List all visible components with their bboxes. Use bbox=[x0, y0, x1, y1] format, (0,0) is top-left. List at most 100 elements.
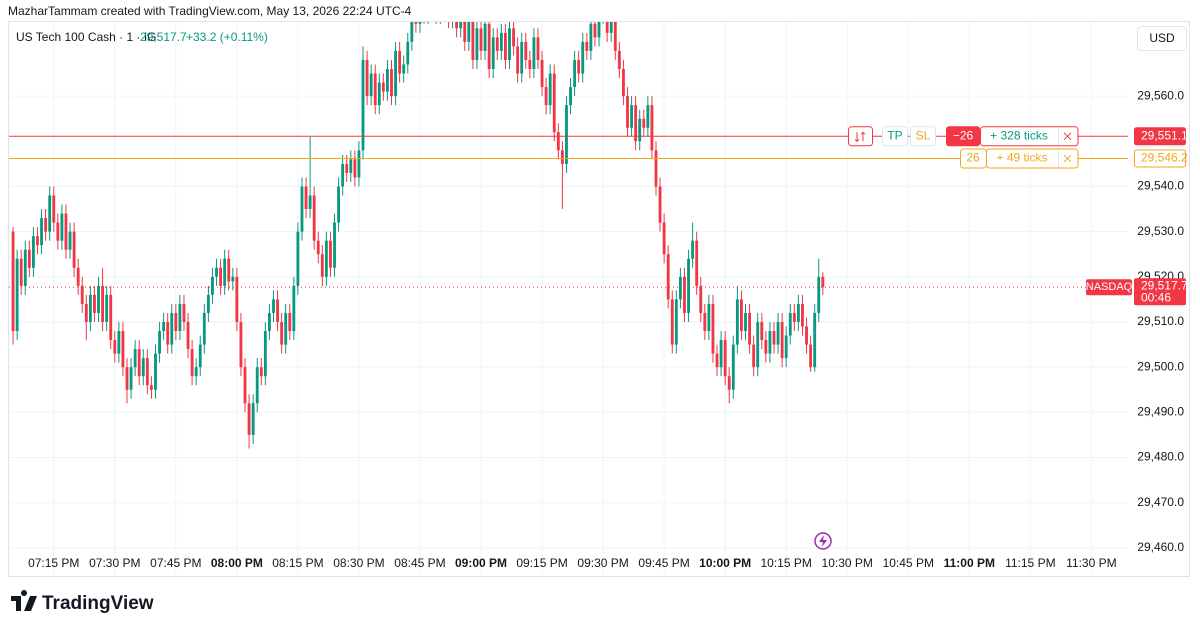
x-tick-label: 07:45 PM bbox=[150, 556, 201, 570]
event-icon[interactable] bbox=[814, 532, 832, 550]
ticks-box bbox=[986, 148, 1079, 169]
candle-body bbox=[589, 23, 593, 51]
candle-body bbox=[504, 32, 507, 60]
candle-body bbox=[711, 303, 715, 354]
candle-body bbox=[495, 37, 499, 51]
x-tick-label: 11:15 PM bbox=[1005, 556, 1055, 570]
candle-body bbox=[292, 285, 296, 332]
x-tick-label: 09:15 PM bbox=[516, 556, 567, 570]
candle-body bbox=[105, 294, 109, 322]
candle-body bbox=[40, 218, 43, 246]
candle-body bbox=[23, 249, 27, 286]
candle-body bbox=[276, 299, 279, 322]
candle-body bbox=[93, 294, 96, 313]
exchange-tag bbox=[1086, 279, 1132, 296]
y-tick-label: 29,560.0 bbox=[1137, 88, 1184, 102]
candle-body bbox=[423, 0, 426, 15]
x-tick-label: 09:00 PM bbox=[455, 556, 507, 570]
candle-body bbox=[113, 340, 117, 354]
candle-body bbox=[748, 312, 751, 345]
close-icon[interactable] bbox=[1063, 154, 1072, 163]
candle-body bbox=[801, 303, 804, 327]
order-button[interactable] bbox=[882, 126, 908, 147]
order-price-label: 29,551.1 bbox=[1141, 128, 1188, 142]
candle-body bbox=[308, 195, 312, 210]
x-tick-label: 10:45 PM bbox=[883, 556, 934, 570]
reverse-button[interactable] bbox=[848, 126, 873, 147]
last-price: 29,517.7 bbox=[140, 30, 187, 44]
y-tick-label: 29,490.0 bbox=[1137, 405, 1184, 419]
candle-body bbox=[357, 150, 361, 178]
candle-body bbox=[443, 0, 446, 6]
candle-body bbox=[626, 96, 629, 128]
candle-body bbox=[219, 267, 223, 286]
candle-body bbox=[678, 276, 682, 300]
order-button[interactable] bbox=[910, 126, 936, 147]
candle-body bbox=[333, 222, 336, 268]
exchange-label: NASDAQ bbox=[1086, 281, 1133, 293]
candle-body bbox=[170, 312, 174, 345]
candle-body bbox=[560, 150, 564, 164]
overlay: NASDAQ 29,517.700:46 TP SL −26 + 328 ticks 29,… bbox=[9, 126, 1188, 306]
candle-body bbox=[64, 213, 68, 250]
y-tick-label: 29,530.0 bbox=[1137, 224, 1184, 238]
chart-frame bbox=[8, 21, 1190, 577]
candle-body bbox=[768, 331, 772, 354]
currency: USD bbox=[1149, 31, 1175, 45]
candle-body bbox=[398, 50, 402, 74]
candle-body bbox=[821, 276, 825, 288]
candle-body bbox=[52, 195, 56, 223]
candle-body bbox=[158, 331, 161, 354]
x-tick-label: 11:00 PM bbox=[944, 556, 995, 570]
candle-body bbox=[206, 294, 210, 313]
candle-body bbox=[479, 28, 483, 51]
pnl: −26 bbox=[953, 128, 974, 142]
candle-body bbox=[133, 349, 137, 368]
candle-body bbox=[377, 82, 381, 106]
candle-body bbox=[394, 50, 397, 97]
candle-body bbox=[101, 285, 105, 322]
y-tick-label: 29,540.0 bbox=[1137, 179, 1184, 193]
ticks-box bbox=[980, 126, 1079, 147]
candle-body bbox=[650, 105, 654, 151]
symbol: US Tech 100 Cash · 1 · IG bbox=[16, 30, 157, 44]
candle-body bbox=[44, 218, 48, 232]
candle-body bbox=[312, 195, 316, 241]
x-tick-label: 09:30 PM bbox=[577, 556, 628, 570]
candle-body bbox=[109, 294, 113, 341]
candle-body bbox=[198, 344, 202, 368]
candle-body bbox=[251, 403, 255, 435]
close-icon[interactable] bbox=[1063, 132, 1072, 141]
candle-body bbox=[194, 367, 198, 377]
candle-body bbox=[565, 105, 568, 164]
currency-box[interactable] bbox=[1137, 26, 1187, 51]
candle-body bbox=[386, 68, 389, 92]
candle-body bbox=[654, 150, 658, 187]
candle-body bbox=[662, 222, 666, 255]
logo: TradingView bbox=[11, 589, 154, 614]
countdown: 00:46 bbox=[1141, 290, 1171, 304]
x-tick-label: 08:30 PM bbox=[333, 556, 384, 570]
candle-body bbox=[239, 321, 243, 368]
candle-body bbox=[365, 59, 369, 97]
candle-body bbox=[11, 231, 15, 332]
candle-body bbox=[581, 41, 585, 74]
candles bbox=[11, 0, 825, 449]
candle-body bbox=[666, 254, 670, 300]
candle-body bbox=[402, 64, 406, 74]
candle-body bbox=[687, 258, 690, 313]
candle-body bbox=[186, 321, 190, 350]
candle-body bbox=[577, 59, 581, 74]
candle-body bbox=[760, 321, 764, 341]
y-tick-label: 29,470.0 bbox=[1137, 495, 1184, 509]
y-tick-label: 29,500.0 bbox=[1137, 359, 1184, 373]
candle-body bbox=[544, 87, 548, 106]
candle-body bbox=[642, 118, 646, 128]
candle-body bbox=[683, 276, 686, 313]
candle-body bbox=[190, 349, 194, 377]
candle-body bbox=[455, 22, 459, 29]
candle-body bbox=[817, 276, 821, 313]
order-button-label: TP bbox=[887, 128, 902, 142]
candle-body bbox=[353, 159, 357, 178]
